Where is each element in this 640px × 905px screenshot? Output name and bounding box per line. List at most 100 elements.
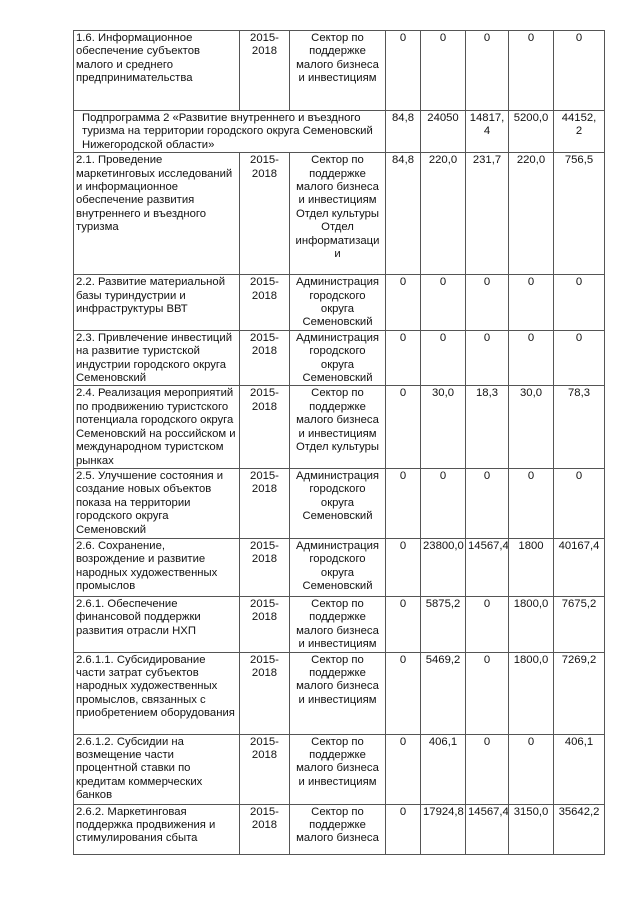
period: 2015-2018 (239, 651, 290, 735)
activity-name: 2.5. Улучшение состояния и создание новы… (73, 467, 240, 539)
value-cell: 0 (508, 30, 554, 111)
value-cell: 0 (385, 467, 421, 539)
table-row: 1.6. Информационное обеспечение субъекто… (73, 30, 605, 111)
value-cell: 756,5 (553, 152, 605, 276)
value-cell: 7675,2 (553, 595, 605, 653)
activity-name: 2.4. Реализация мероприятий по продвижен… (73, 385, 240, 469)
responsible: Сектор по поддержке малого бизнеса (289, 803, 386, 855)
value-cell: 0 (385, 733, 421, 805)
responsible: Сектор по поддержке малого бизнеса и инв… (289, 385, 386, 469)
activity-name: 2.1. Проведение маркетинговых исследован… (73, 152, 240, 276)
value-cell: 0 (420, 30, 466, 111)
value-cell: 0 (508, 274, 554, 331)
value-cell: 3150,0 (508, 803, 554, 855)
period: 2015-2018 (239, 467, 290, 539)
value-cell: 1800,0 (508, 651, 554, 735)
activity-name: 2.6.1. Обеспечение финансовой поддержки … (73, 595, 240, 653)
value-cell: 0 (420, 467, 466, 539)
value-cell: 0 (553, 467, 605, 539)
value-cell: 0 (465, 329, 509, 387)
activity-name: 2.2. Развитие материальной базы туриндус… (73, 274, 240, 331)
value-cell: 30,0 (508, 385, 554, 469)
value-cell: 35642,2 (553, 803, 605, 855)
value-cell: 406,1 (553, 733, 605, 805)
value-cell: 406,1 (420, 733, 466, 805)
period: 2015-2018 (239, 30, 290, 111)
table-row: 2.3. Привлечение инвестиций на развитие … (73, 329, 605, 387)
responsible: Сектор по поддержке малого бизнеса и инв… (289, 595, 386, 653)
value-cell: 0 (420, 329, 466, 387)
value-cell: 0 (553, 274, 605, 331)
table-row: 2.6. Сохранение, возрождение и развитие … (73, 537, 605, 597)
value-cell: 0 (465, 467, 509, 539)
value-cell: 0 (420, 274, 466, 331)
activity-name: 2.3. Привлечение инвестиций на развитие … (73, 329, 240, 387)
activity-name: 2.6. Сохранение, возрождение и развитие … (73, 537, 240, 597)
table-row: 2.4. Реализация мероприятий по продвижен… (73, 385, 605, 469)
value-cell: 220,0 (420, 152, 466, 276)
subprogram-value: 5200,0 (508, 109, 554, 154)
value-cell: 0 (385, 803, 421, 855)
value-cell: 17924,8 (420, 803, 466, 855)
value-cell: 40167,4 (553, 537, 605, 597)
value-cell: 84,8 (385, 152, 421, 276)
value-cell: 1800 (508, 537, 554, 597)
value-cell: 7269,2 (553, 651, 605, 735)
period: 2015-2018 (239, 385, 290, 469)
value-cell: 0 (385, 651, 421, 735)
table-body: 1.6. Информационное обеспечение субъекто… (73, 30, 605, 855)
responsible: Сектор по поддержке малого бизнеса и инв… (289, 152, 386, 276)
subprogram-row: Подпрограмма 2 «Развитие внутреннего и в… (73, 109, 605, 154)
activity-name: 2.6.1.2. Субсидии на возмещение части пр… (73, 733, 240, 805)
value-cell: 78,3 (553, 385, 605, 469)
value-cell: 23800,0 (420, 537, 466, 597)
value-cell: 0 (465, 274, 509, 331)
value-cell: 1800,0 (508, 595, 554, 653)
value-cell: 30,0 (420, 385, 466, 469)
value-cell: 0 (385, 537, 421, 597)
responsible: Администрация городского округа Семеновс… (289, 274, 386, 331)
subprogram-value: 24050 (420, 109, 466, 154)
period: 2015-2018 (239, 595, 290, 653)
value-cell: 0 (553, 329, 605, 387)
value-cell: 0 (385, 30, 421, 111)
table-row: 2.6.2. Маркетинговая поддержка продвижен… (73, 803, 605, 855)
value-cell: 5469,2 (420, 651, 466, 735)
value-cell: 0 (508, 733, 554, 805)
value-cell: 0 (508, 329, 554, 387)
value-cell: 0 (508, 467, 554, 539)
period: 2015-2018 (239, 537, 290, 597)
responsible: Администрация городского округа Семеновс… (289, 467, 386, 539)
value-cell: 0 (385, 329, 421, 387)
period: 2015-2018 (239, 152, 290, 276)
value-cell: 5875,2 (420, 595, 466, 653)
period: 2015-2018 (239, 803, 290, 855)
value-cell: 0 (465, 651, 509, 735)
value-cell: 0 (385, 595, 421, 653)
value-cell: 220,0 (508, 152, 554, 276)
period: 2015-2018 (239, 329, 290, 387)
value-cell: 231,7 (465, 152, 509, 276)
value-cell: 0 (385, 274, 421, 331)
table-row: 2.6.1.2. Субсидии на возмещение части пр… (73, 733, 605, 805)
table-row: 2.2. Развитие материальной базы туриндус… (73, 274, 605, 331)
value-cell: 14567,4 (465, 537, 509, 597)
value-cell: 0 (465, 733, 509, 805)
responsible: Сектор по поддержке малого бизнеса и инв… (289, 30, 386, 111)
value-cell: 0 (385, 385, 421, 469)
table-row: 2.6.1.1. Субсидирование части затрат суб… (73, 651, 605, 735)
responsible: Сектор по поддержке малого бизнеса и инв… (289, 733, 386, 805)
period: 2015-2018 (239, 733, 290, 805)
responsible: Администрация городского округа Семеновс… (289, 329, 386, 387)
table-row: 2.1. Проведение маркетинговых исследован… (73, 152, 605, 276)
activity-name: 2.6.2. Маркетинговая поддержка продвижен… (73, 803, 240, 855)
subprogram-value: 84,8 (385, 109, 421, 154)
value-cell: 0 (553, 30, 605, 111)
table-row: 2.6.1. Обеспечение финансовой поддержки … (73, 595, 605, 653)
period: 2015-2018 (239, 274, 290, 331)
value-cell: 0 (465, 30, 509, 111)
table-row: 2.5. Улучшение состояния и создание новы… (73, 467, 605, 539)
subprogram-title: Подпрограмма 2 «Развитие внутреннего и в… (73, 109, 386, 154)
value-cell: 18,3 (465, 385, 509, 469)
budget-table: 1.6. Информационное обеспечение субъекто… (73, 30, 605, 855)
